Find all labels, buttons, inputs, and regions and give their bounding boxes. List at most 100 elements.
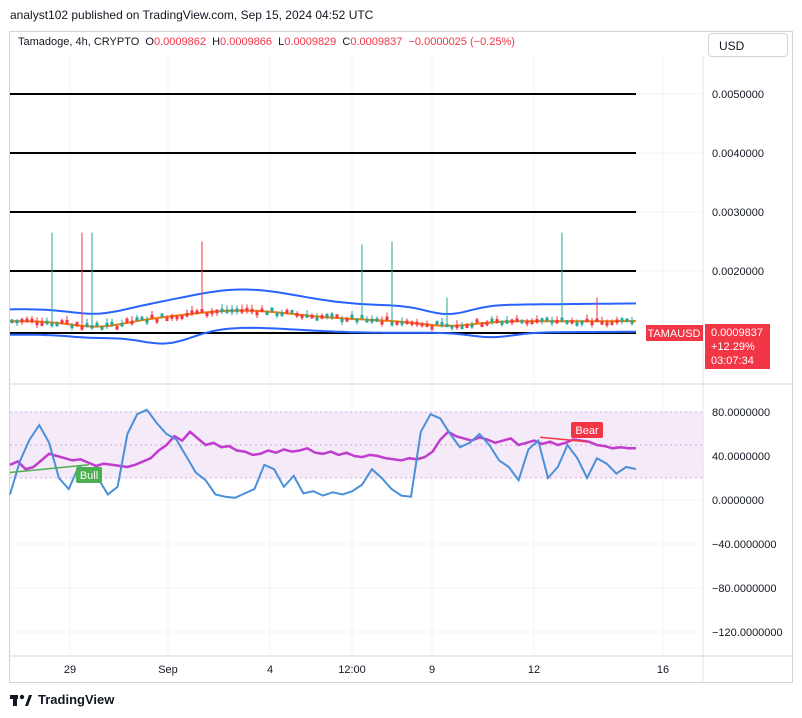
candle-body [95,322,99,327]
candle-body [260,308,264,313]
candle-body [320,315,324,319]
candle-body [385,316,389,321]
candle-body [420,322,424,327]
candle-body [625,318,629,322]
candle-body [180,315,184,320]
candle-body [555,319,559,324]
candle-body [185,312,189,317]
candle-body [390,321,394,326]
candle-body [170,315,174,319]
candle-body [110,321,114,326]
candle-body [75,322,79,326]
candle-body [20,318,24,323]
candle-body [515,318,519,322]
currency-selector[interactable]: USD [708,33,788,57]
osc-tick-label: −120.0000000 [712,627,783,639]
low-value: 0.0009829 [284,36,337,48]
candle-body [370,318,374,323]
candle-body [250,308,254,313]
candle-body [360,314,364,319]
osc-tick-label: 40.0000000 [712,451,770,463]
candle-body [610,321,614,326]
candle-body [205,312,209,317]
candle-body [225,309,229,313]
candle-body [200,309,204,313]
x-tick-label: 16 [657,664,669,676]
candle-body [510,319,514,324]
candle-body [10,319,14,323]
candle-body [545,317,549,322]
candle-body [620,318,624,322]
bear-trendline [539,436,588,443]
bollinger-upper-line [9,288,637,316]
candle-body [15,319,19,324]
candle-body [495,319,499,323]
candle-body [590,321,594,326]
candle-body [585,318,589,323]
candle-body [85,323,89,327]
footer: TradingView [10,692,114,707]
candle-body [150,314,154,319]
low-key: L [278,36,285,48]
candle-body [630,320,634,324]
candle-body [425,323,429,327]
candle-body [230,308,234,313]
candle-body [485,321,489,326]
candle-body [550,320,554,324]
candle-body [335,314,339,318]
candle-body [135,317,139,321]
candle-body [595,318,599,323]
tradingview-logo-icon [10,694,32,706]
candle-body [455,324,459,329]
publisher-header: analyst102 published on TradingView.com,… [10,8,374,22]
change-pct-label: +12.29% [711,341,755,353]
candle-body [505,320,509,324]
candle-body [50,322,54,327]
candle-body [565,320,569,324]
candle-body [475,319,479,323]
candle-body [365,318,369,323]
tradingview-brand[interactable]: TradingView [38,692,115,707]
candle-body [65,319,69,324]
candle-body [30,318,34,323]
candle-body [450,325,454,329]
osc-tick-label: 80.0000000 [712,407,770,419]
candle-body [615,319,619,323]
price-tick-label: 0.0050000 [712,89,764,101]
high-value: 0.0009866 [220,36,273,48]
candle-body [605,322,609,326]
candle-body [305,314,309,318]
candle-body [540,318,544,322]
candle-body [500,321,504,325]
candle-body [155,318,159,323]
candle-body [175,315,179,320]
bull-label-text: Bull [80,470,98,482]
candle-body [355,318,359,323]
candle-body [60,320,64,324]
candle-body [460,325,464,330]
candle-body [345,318,349,322]
change-value: −0.0000025 (−0.25%) [408,36,515,48]
candle-body [410,321,414,326]
x-tick-label: Sep [158,664,178,676]
high-key: H [212,36,221,48]
candle-body [265,311,269,316]
candle-body [245,307,249,312]
ohlc-legend: Tamadoge, 4h, CRYPTO O0.0009862 H0.00098… [18,36,515,48]
candle-body [235,308,239,313]
osc-tick-label: 0.0000000 [712,495,764,507]
candle-body [380,320,384,325]
candle-body [290,309,294,314]
candle-body [255,311,259,316]
ticker-badge-bg [646,325,703,341]
candle-body [405,320,409,325]
candle-body [300,314,304,318]
symbol-label[interactable]: Tamadoge, 4h, CRYPTO [18,36,140,48]
candle-body [530,320,534,325]
x-tick-label: 12:00 [338,664,366,676]
candle-body [575,322,579,326]
ticker-label: TAMAUSD [648,328,701,340]
bear-label: Bear [571,422,603,438]
close-key: C [342,36,351,48]
